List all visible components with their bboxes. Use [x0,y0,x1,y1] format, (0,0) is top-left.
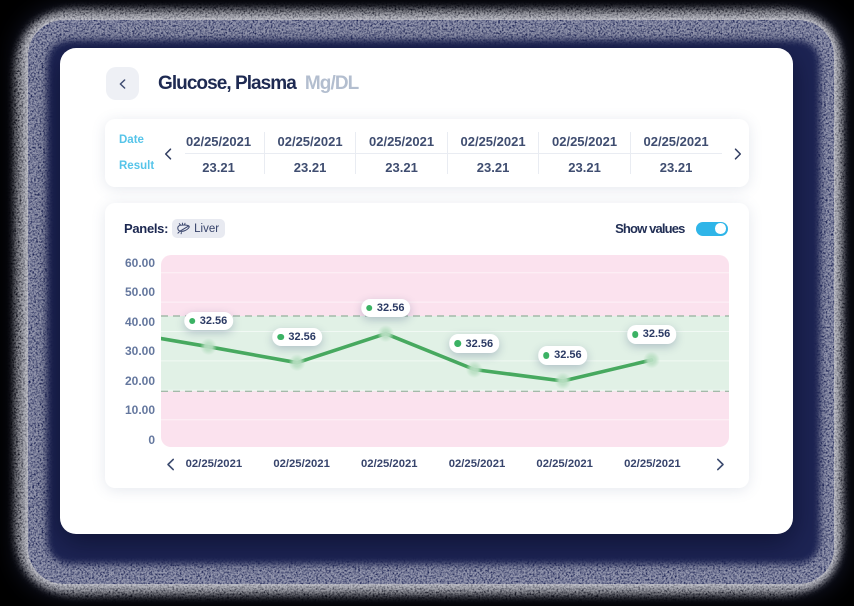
back-button[interactable] [106,67,139,100]
x-axis-label: 02/25/2021 [448,457,506,470]
value-pill-text: 32.56 [288,330,316,343]
chart-prev-button[interactable] [162,457,178,473]
panel-header: Panels: Liver Show values [124,216,728,241]
value-pill: 32.56 [449,334,500,353]
value-pill-dot [365,304,373,312]
result-value: 23.21 [293,159,327,175]
date-row-label: Date [119,133,144,146]
result-value: 23.21 [385,159,418,175]
result-column[interactable]: 02/25/2021 23.21 [446,119,539,187]
toggle-knob [715,223,726,234]
show-values-toggle[interactable] [695,221,728,236]
liver-icon [177,222,190,235]
chevron-right-icon [716,458,724,471]
result-date: 02/25/2021 [369,133,435,149]
chevron-left-icon [164,147,171,160]
chevron-left-icon [119,78,126,89]
result-value: 23.21 [476,159,510,175]
value-pill-text: 32.56 [465,337,494,350]
result-date: 02/25/2021 [186,133,252,149]
value-pill-dot [277,333,284,341]
value-pill: 32.56 [538,346,588,365]
page-title: Glucose, Plasma [158,72,297,94]
result-row-label: Result [119,159,155,172]
chart-panel: Panels: Liver Show values 60.00 50.00 40.0… [105,203,749,488]
x-axis-label: 02/25/2021 [536,457,593,470]
strip-next-button[interactable] [730,146,746,162]
y-axis-label: 60.00 [124,255,155,270]
result-date: 02/25/2021 [460,133,526,149]
header-title-row: Glucose, Plasma Mg/DL [158,67,359,100]
y-axis-label: 50.00 [124,285,155,300]
y-axis-label: 30.00 [124,344,155,359]
value-pill: 32.56 [626,325,677,344]
result-column[interactable]: 02/25/2021 23.21 [355,119,448,187]
x-axis-label: 02/25/2021 [624,457,681,470]
chip-label: Liver [194,222,220,235]
result-date: 02/25/2021 [277,133,343,149]
panels-label: Panels: [124,221,169,236]
result-date: 02/25/2021 [643,133,709,149]
x-axis-label: 02/25/2021 [361,457,418,470]
strip-row-divider [185,153,722,154]
results-line-chart [161,255,729,447]
plot-area: 32.56 32.56 32.56 32.56 32.56 32.56 [161,255,729,447]
value-pill-text: 32.56 [199,314,228,327]
value-pill-dot [543,352,550,359]
value-pill-dot [631,331,639,338]
result-value: 23.21 [659,159,693,175]
chevron-left-icon [166,458,174,471]
value-pill-dot [188,317,196,325]
result-value: 23.21 [568,159,601,175]
x-axis: 02/25/2021 02/25/2021 02/25/2021 02/25/2021… [161,452,729,477]
value-pill: 32.56 [360,298,411,318]
chart-next-button[interactable] [712,457,728,473]
value-pill: 32.56 [183,311,234,331]
results-strip: Date Result 02/25/2021 23.21 02/25/2021 … [105,118,749,187]
result-column[interactable]: 02/25/2021 23.21 [629,119,722,187]
strip-prev-button[interactable] [160,146,176,162]
value-pill-dot [454,340,462,347]
value-pill: 32.56 [272,327,322,347]
result-column[interactable]: 02/25/2021 23.21 [263,119,356,187]
result-column[interactable]: 02/25/2021 23.21 [538,119,631,187]
value-pill-text: 32.56 [554,349,582,362]
y-axis-label: 20.00 [124,373,155,388]
strip-columns: 02/25/2021 23.21 02/25/2021 23.21 02/25/… [173,119,722,187]
y-axis-label: 0 [148,432,155,447]
x-axis-label: 02/25/2021 [273,457,330,470]
y-axis-label: 40.00 [124,314,155,329]
value-pill-text: 32.56 [642,328,671,341]
y-axis-label: 10.00 [124,403,155,418]
result-column[interactable]: 02/25/2021 23.21 [173,119,265,187]
show-values-label: Show values [615,221,685,236]
unit-label: Mg/DL [304,72,359,94]
chevron-right-icon [734,147,741,160]
result-date: 02/25/2021 [552,133,618,149]
result-value: 23.21 [202,159,235,175]
x-axis-label: 02/25/2021 [185,457,243,470]
main-card: Glucose, Plasma Mg/DL Date Result 02/25/… [60,48,793,534]
value-pill-text: 32.56 [376,301,405,314]
liver-panel-chip[interactable]: Liver [172,219,226,238]
